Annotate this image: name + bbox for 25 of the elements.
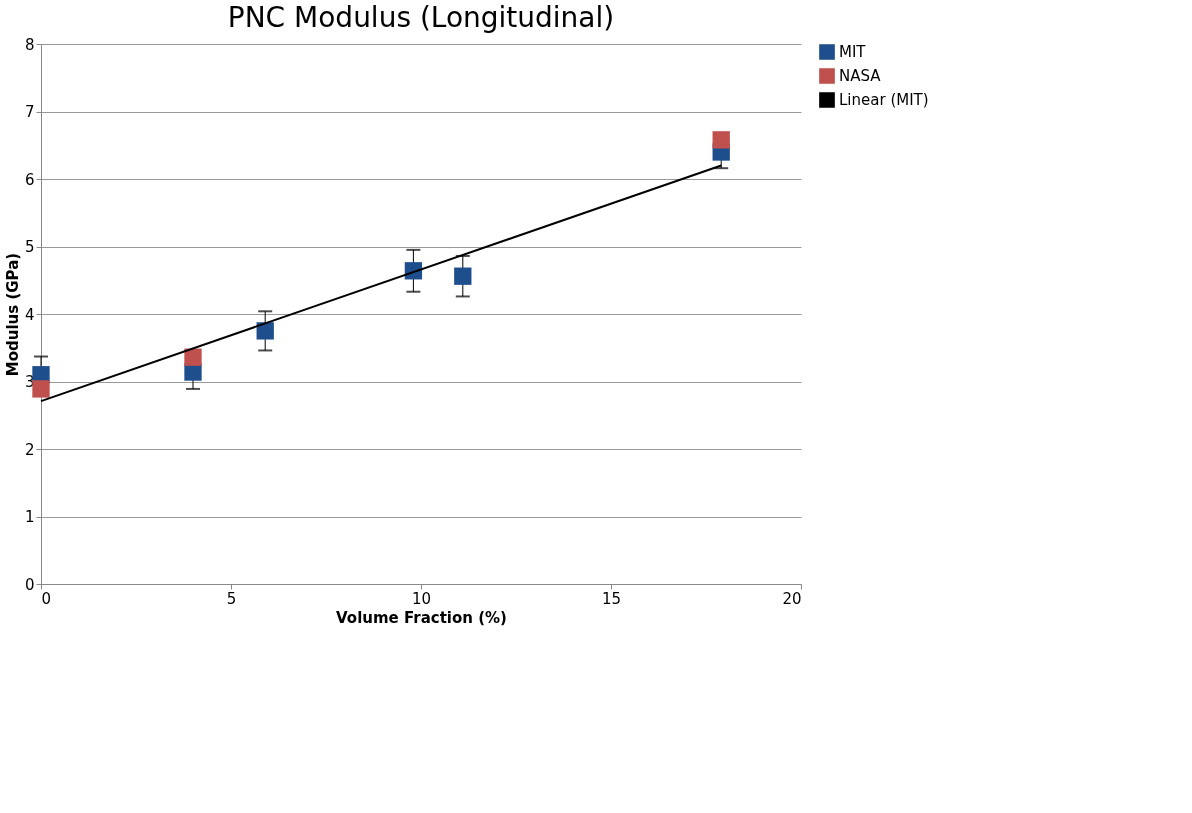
y-tick-label: 5 bbox=[24, 238, 35, 256]
y-tick-label: 2 bbox=[24, 440, 35, 459]
y-tick-label: 3 bbox=[24, 373, 35, 391]
x-tick-label: 20 bbox=[782, 589, 802, 608]
point bbox=[256, 322, 274, 340]
point bbox=[32, 380, 50, 398]
y-tick-label: 0 bbox=[24, 575, 35, 594]
x-tick-label: 0 bbox=[41, 589, 52, 608]
x-tick-label: 5 bbox=[226, 589, 237, 608]
chart-title: PNC Modulus (Longitudinal) bbox=[227, 1, 615, 34]
legend-label: NASA bbox=[839, 67, 882, 85]
x-axis-title: Volume Fraction (%) bbox=[336, 608, 507, 627]
point bbox=[184, 348, 202, 366]
legend-label: Linear (MIT) bbox=[839, 91, 929, 109]
y-tick-label: 1 bbox=[24, 508, 35, 526]
x-tick-label: 10 bbox=[411, 589, 432, 608]
x-tick-label: 15 bbox=[601, 589, 622, 608]
y-tick-label: 8 bbox=[24, 35, 35, 54]
legend-label: MIT bbox=[839, 43, 867, 61]
y-tick-label: 6 bbox=[24, 170, 35, 189]
y-axis-title: Modulus (GPa) bbox=[3, 252, 22, 377]
point bbox=[712, 131, 730, 149]
y-tick-label: 7 bbox=[24, 103, 35, 121]
y-tick-label: 4 bbox=[24, 305, 35, 324]
point bbox=[454, 267, 472, 285]
